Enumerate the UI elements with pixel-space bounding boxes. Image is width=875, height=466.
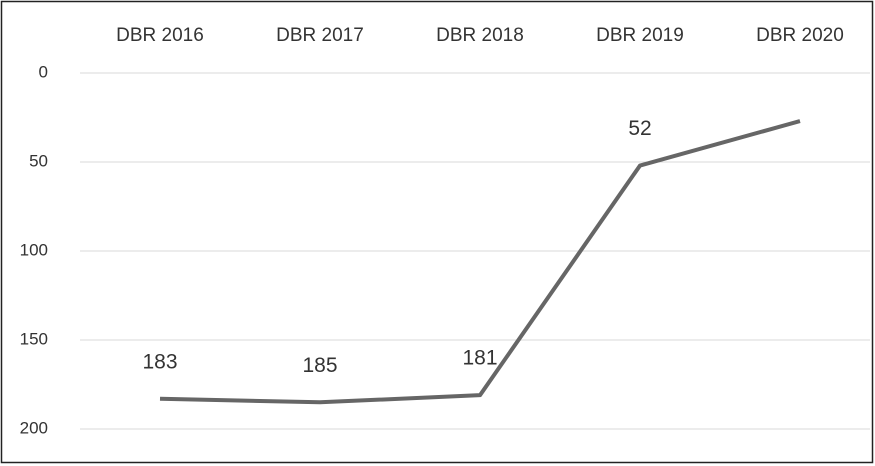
x-tick-label: DBR 2020 [756, 25, 844, 46]
y-tick-label: 150 [20, 329, 48, 348]
data-label: 183 [142, 350, 177, 373]
x-tick-label: DBR 2018 [436, 25, 524, 46]
data-label: 52 [628, 117, 651, 140]
line [159, 119, 801, 405]
x-tick-label: DBR 2016 [116, 25, 204, 46]
y-tick-label: 100 [20, 240, 48, 259]
x-tick-label: DBR 2019 [596, 25, 684, 46]
data-label: 185 [302, 354, 337, 377]
y-tick-label: 0 [39, 62, 48, 81]
x-tick-label: DBR 2017 [276, 25, 364, 46]
data-label: 181 [462, 347, 497, 370]
y-tick-label: 50 [29, 151, 48, 170]
y-tick-label: 200 [20, 418, 48, 437]
